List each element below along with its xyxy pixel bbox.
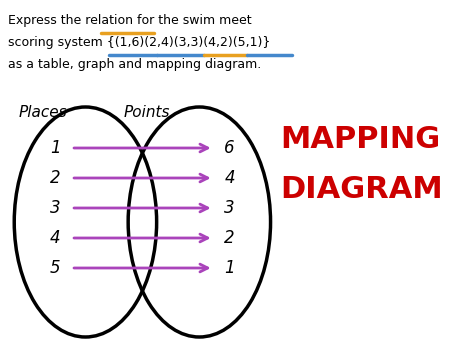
Text: DIAGRAM: DIAGRAM <box>280 175 443 204</box>
Text: 3: 3 <box>224 199 235 217</box>
Text: Points: Points <box>123 105 170 120</box>
Text: Express the relation for the swim meet: Express the relation for the swim meet <box>8 14 251 27</box>
Text: 3: 3 <box>50 199 60 217</box>
Text: 1: 1 <box>50 139 60 157</box>
Text: 2: 2 <box>50 169 60 187</box>
Text: 1: 1 <box>224 259 235 277</box>
Text: 4: 4 <box>50 229 60 247</box>
Text: Places: Places <box>19 105 68 120</box>
Text: MAPPING: MAPPING <box>280 125 440 154</box>
Text: 4: 4 <box>224 169 235 187</box>
Text: 5: 5 <box>50 259 60 277</box>
Text: 6: 6 <box>224 139 235 157</box>
Text: 2: 2 <box>224 229 235 247</box>
Text: scoring system {(1,6)(2,4)(3,3)(4,2)(5,1)}: scoring system {(1,6)(2,4)(3,3)(4,2)(5,1… <box>8 36 270 49</box>
Text: as a table, graph and mapping diagram.: as a table, graph and mapping diagram. <box>8 58 261 71</box>
